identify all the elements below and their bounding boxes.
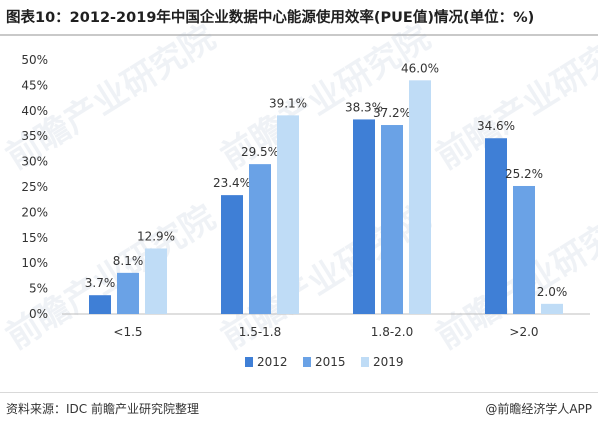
- title-divider: [0, 34, 598, 36]
- legend-swatch-2012: [245, 357, 253, 367]
- legend-swatch-2015: [303, 357, 311, 367]
- data-label: 37.2%: [373, 106, 411, 120]
- legend-swatch-2019: [361, 357, 369, 367]
- credit-note: @前瞻经济学人APP: [485, 402, 592, 416]
- bar-2015: [381, 125, 403, 314]
- data-label: 39.1%: [269, 96, 307, 110]
- footer-divider: [0, 392, 598, 393]
- bar-2015: [513, 185, 535, 314]
- y-tick-label: 20%: [21, 205, 48, 219]
- data-label: 29.5%: [241, 145, 279, 159]
- x-tick-label: 1.8-2.0: [371, 325, 414, 339]
- y-tick-label: 10%: [21, 256, 48, 270]
- y-tick-label: 25%: [21, 180, 48, 194]
- y-tick-label: 35%: [21, 129, 48, 143]
- data-label: 3.7%: [85, 276, 116, 290]
- data-label: 12.9%: [137, 229, 175, 243]
- data-label: 46.0%: [401, 61, 439, 75]
- data-label: 25.2%: [505, 167, 543, 181]
- y-tick-label: 5%: [29, 282, 48, 296]
- y-tick-label: 45%: [21, 78, 48, 92]
- bar-chart: 0% 5% 10% 15% 20% 25% 30% 35% 40% 45% 50% 3.7% 8.1% 1…: [21, 53, 590, 369]
- data-label: 38.3%: [345, 100, 383, 114]
- data-label: 34.6%: [477, 119, 515, 133]
- y-tick-label: 40%: [21, 104, 48, 118]
- legend-label-2019: 2019: [373, 355, 404, 369]
- y-tick-label: 30%: [21, 155, 48, 169]
- bar-2019: [145, 248, 167, 314]
- bar-2015: [117, 272, 139, 314]
- bar-2012: [353, 119, 375, 314]
- bar-2012: [221, 195, 243, 314]
- bar-2019: [409, 80, 431, 314]
- x-tick-label: <1.5: [113, 325, 142, 339]
- bar-2012: [485, 138, 507, 314]
- bar-2019: [277, 115, 299, 314]
- y-tick-label: 15%: [21, 231, 48, 245]
- x-tick-label: >2.0: [509, 325, 538, 339]
- bar-2019: [541, 303, 563, 314]
- legend-label-2015: 2015: [315, 355, 346, 369]
- bar-2015: [249, 164, 271, 314]
- bar-2012: [89, 295, 111, 314]
- data-label: 2.0%: [537, 285, 568, 299]
- y-tick-label: 0%: [29, 307, 48, 321]
- source-note: 资料来源：IDC 前瞻产业研究院整理: [6, 402, 199, 416]
- chart-title: 图表10：2012-2019年中国企业数据中心能源使用效率(PUE值)情况(单位…: [6, 10, 535, 26]
- data-label: 8.1%: [113, 254, 144, 268]
- data-label: 23.4%: [213, 176, 251, 190]
- y-tick-label: 50%: [21, 53, 48, 67]
- legend-label-2012: 2012: [257, 355, 288, 369]
- x-tick-label: 1.5-1.8: [239, 325, 282, 339]
